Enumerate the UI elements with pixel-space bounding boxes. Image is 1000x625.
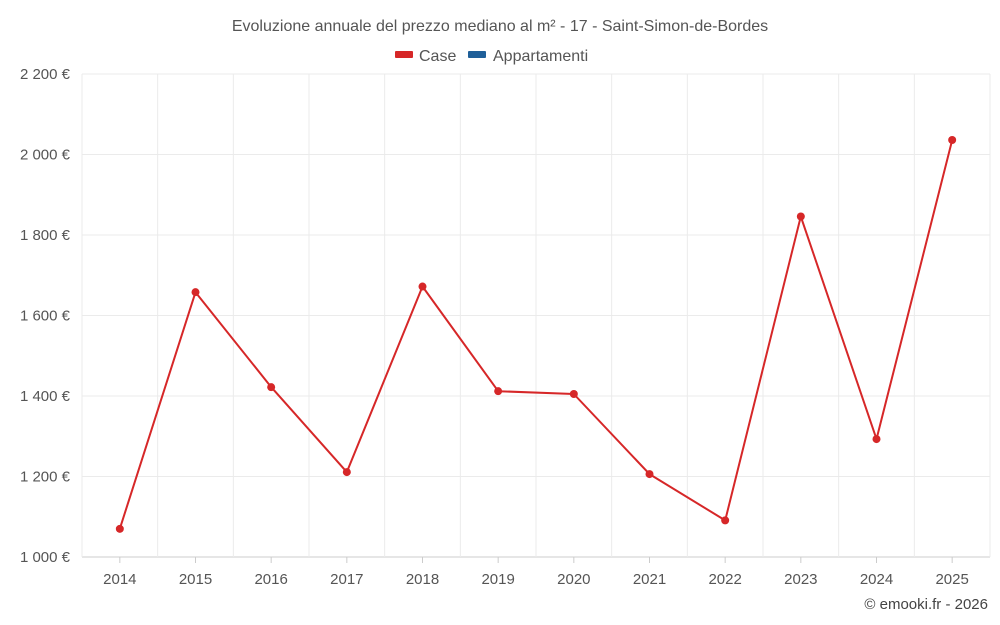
data-point-case-2021[interactable] bbox=[645, 470, 654, 479]
y-axis-ticks: 1 000 € 1 200 € 1 400 € 1 600 € 1 800 € 2 000… bbox=[20, 66, 71, 566]
data-point-case-2020[interactable] bbox=[569, 389, 578, 398]
data-point-case-2018[interactable] bbox=[418, 282, 427, 291]
y-tick-label: 2 000 € bbox=[20, 147, 71, 164]
data-point-case-2023[interactable] bbox=[796, 212, 805, 221]
y-tick-label: 1 400 € bbox=[20, 388, 71, 405]
data-point-case-2017[interactable] bbox=[342, 468, 351, 477]
data-point-case-2014[interactable] bbox=[115, 524, 124, 533]
credit-text: © emooki.fr - 2026 bbox=[864, 596, 988, 613]
x-gridlines bbox=[81, 74, 991, 557]
x-tick-label: 2016 bbox=[254, 571, 287, 588]
data-point-case-2025[interactable] bbox=[948, 136, 957, 145]
x-axis-ticks: 2014 2015 2016 2017 2018 2019 2020 2021 2022 2023… bbox=[103, 557, 969, 588]
legend-item-case[interactable]: Case bbox=[395, 48, 456, 65]
y-tick-label: 1 600 € bbox=[20, 308, 71, 325]
x-tick-label: 2025 bbox=[935, 571, 968, 588]
legend-label-case: Case bbox=[419, 48, 456, 65]
x-tick-label: 2014 bbox=[103, 571, 136, 588]
x-tick-label: 2018 bbox=[406, 571, 439, 588]
legend: Case Appartamenti bbox=[395, 48, 588, 65]
x-tick-label: 2022 bbox=[708, 571, 741, 588]
series-line-case bbox=[118, 139, 954, 530]
data-point-case-2016[interactable] bbox=[267, 383, 276, 392]
legend-label-appartamenti: Appartamenti bbox=[493, 48, 588, 65]
x-tick-label: 2017 bbox=[330, 571, 363, 588]
x-tick-label: 2024 bbox=[860, 571, 893, 588]
data-point-case-2015[interactable] bbox=[191, 288, 200, 297]
data-point-case-2024[interactable] bbox=[872, 435, 881, 444]
data-point-case-2019[interactable] bbox=[494, 387, 503, 396]
y-tick-label: 2 200 € bbox=[20, 66, 71, 83]
legend-swatch-appartamenti bbox=[468, 51, 486, 58]
data-point-case-2022[interactable] bbox=[721, 516, 730, 525]
y-tick-label: 1 200 € bbox=[20, 469, 71, 486]
y-tick-label: 1 800 € bbox=[20, 227, 71, 244]
legend-swatch-case bbox=[395, 51, 413, 58]
chart-title: Evoluzione annuale del prezzo mediano al… bbox=[232, 18, 768, 35]
x-tick-label: 2023 bbox=[784, 571, 817, 588]
series-case bbox=[115, 136, 957, 533]
y-tick-label: 1 000 € bbox=[20, 549, 71, 566]
x-tick-label: 2015 bbox=[179, 571, 212, 588]
legend-item-appartamenti[interactable]: Appartamenti bbox=[468, 48, 588, 65]
x-tick-label: 2021 bbox=[633, 571, 666, 588]
x-tick-label: 2020 bbox=[557, 571, 590, 588]
x-tick-label: 2019 bbox=[481, 571, 514, 588]
